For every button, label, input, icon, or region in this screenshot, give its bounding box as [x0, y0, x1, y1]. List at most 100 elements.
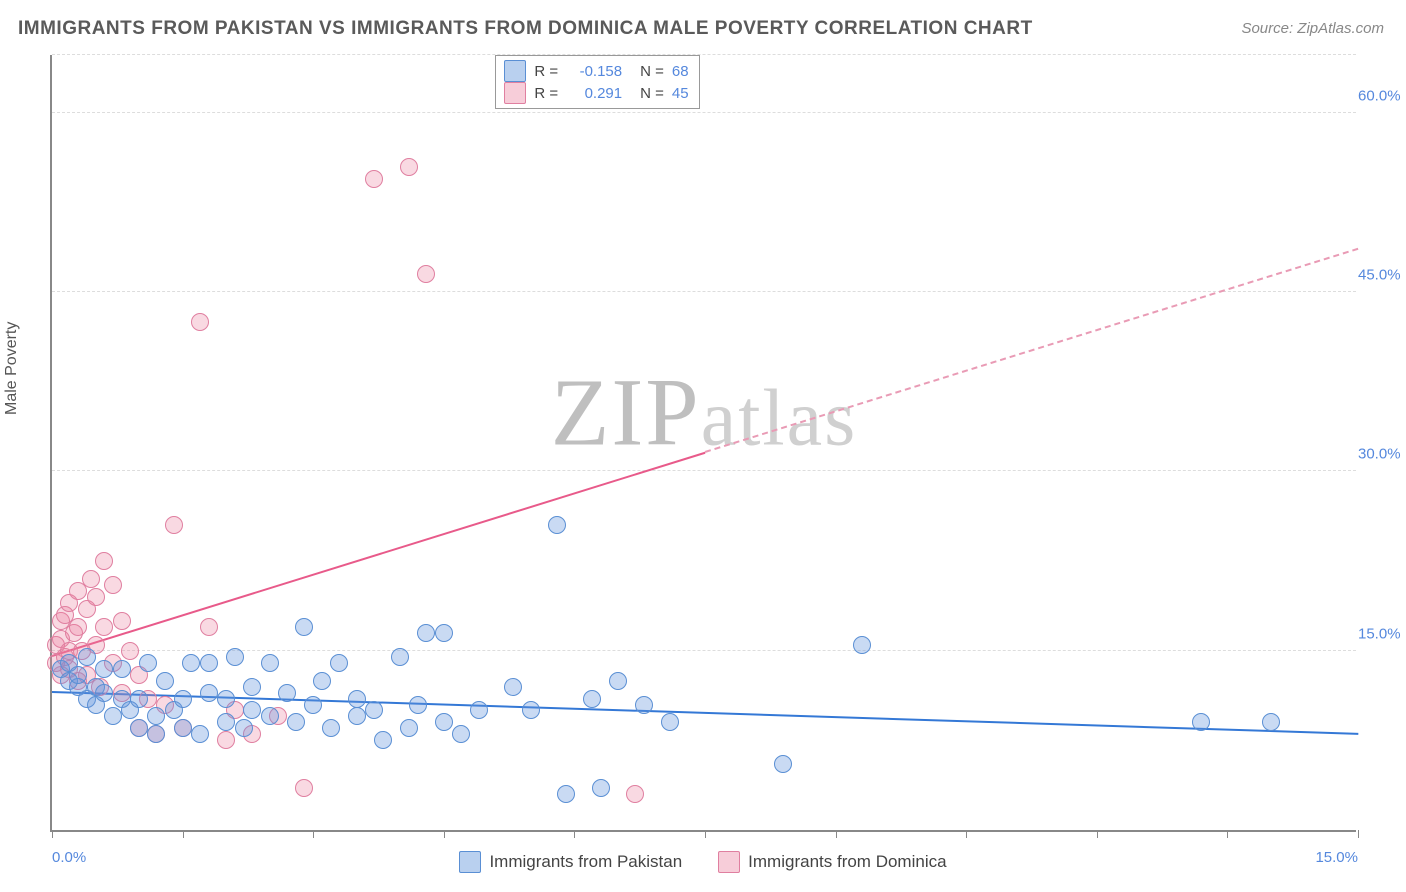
data-point: [156, 672, 174, 690]
correlation-legend: R =-0.158N =68R =0.291N =45: [495, 55, 699, 109]
data-point: [417, 624, 435, 642]
data-point: [409, 696, 427, 714]
y-tick-label: 30.0%: [1358, 446, 1406, 463]
data-point: [104, 576, 122, 594]
data-point: [365, 701, 383, 719]
data-point: [261, 707, 279, 725]
data-point: [226, 648, 244, 666]
series-legend: Immigrants from Pakistan Immigrants from …: [0, 851, 1406, 878]
data-point: [391, 648, 409, 666]
data-point: [365, 170, 383, 188]
data-point: [400, 158, 418, 176]
y-tick-label: 45.0%: [1358, 267, 1406, 284]
gridline: [52, 112, 1356, 113]
data-point: [1192, 713, 1210, 731]
x-tick: [836, 830, 837, 838]
y-axis-label: Male Poverty: [3, 322, 21, 415]
legend-row: R =-0.158N =68: [504, 60, 688, 82]
data-point: [104, 707, 122, 725]
data-point: [95, 660, 113, 678]
source-attribution: Source: ZipAtlas.com: [1241, 20, 1384, 37]
data-point: [174, 690, 192, 708]
data-point: [295, 779, 313, 797]
legend-n-value: 45: [672, 85, 689, 102]
x-tick: [1227, 830, 1228, 838]
x-tick: [52, 830, 53, 838]
data-point: [78, 648, 96, 666]
data-point: [87, 588, 105, 606]
data-point: [661, 713, 679, 731]
data-point: [82, 570, 100, 588]
data-point: [95, 684, 113, 702]
data-point: [417, 265, 435, 283]
series-legend-item: Immigrants from Pakistan: [459, 851, 682, 873]
data-point: [95, 552, 113, 570]
data-point: [313, 672, 331, 690]
data-point: [200, 618, 218, 636]
data-point: [147, 707, 165, 725]
legend-r-value: -0.158: [566, 63, 622, 80]
x-tick: [1097, 830, 1098, 838]
data-point: [217, 713, 235, 731]
chart-title: IMMIGRANTS FROM PAKISTAN VS IMMIGRANTS F…: [18, 18, 1033, 40]
x-tick: [966, 830, 967, 838]
y-tick-label: 60.0%: [1358, 87, 1406, 104]
legend-swatch: [504, 60, 526, 82]
legend-swatch: [504, 82, 526, 104]
x-tick: [313, 830, 314, 838]
gridline: [52, 650, 1356, 651]
data-point: [182, 654, 200, 672]
data-point: [113, 660, 131, 678]
data-point: [295, 618, 313, 636]
data-point: [348, 690, 366, 708]
x-tick: [1358, 830, 1359, 838]
y-tick-label: 15.0%: [1358, 625, 1406, 642]
data-point: [322, 719, 340, 737]
trendline-s2: [52, 452, 706, 657]
data-point: [522, 701, 540, 719]
data-point: [435, 624, 453, 642]
data-point: [330, 654, 348, 672]
legend-r-value: 0.291: [566, 85, 622, 102]
data-point: [400, 719, 418, 737]
data-point: [548, 516, 566, 534]
legend-r-label: R =: [534, 63, 558, 80]
data-point: [304, 696, 322, 714]
series-legend-item: Immigrants from Dominica: [718, 851, 946, 873]
data-point: [235, 719, 253, 737]
data-point: [191, 313, 209, 331]
data-point: [1262, 713, 1280, 731]
x-tick: [444, 830, 445, 838]
data-point: [635, 696, 653, 714]
data-point: [374, 731, 392, 749]
data-point: [557, 785, 575, 803]
x-tick: [183, 830, 184, 838]
data-point: [130, 690, 148, 708]
data-point: [69, 618, 87, 636]
data-point: [217, 731, 235, 749]
data-point: [287, 713, 305, 731]
data-point: [774, 755, 792, 773]
legend-n-label: N =: [640, 85, 664, 102]
data-point: [470, 701, 488, 719]
data-point: [147, 725, 165, 743]
data-point: [69, 666, 87, 684]
legend-swatch: [459, 851, 481, 873]
data-point: [452, 725, 470, 743]
data-point: [95, 618, 113, 636]
gridline: [52, 291, 1356, 292]
data-point: [609, 672, 627, 690]
data-point: [121, 642, 139, 660]
gridline: [52, 54, 1356, 55]
gridline: [52, 470, 1356, 471]
x-tick: [705, 830, 706, 838]
data-point: [348, 707, 366, 725]
data-point: [191, 725, 209, 743]
legend-r-label: R =: [534, 85, 558, 102]
legend-n-value: 68: [672, 63, 689, 80]
trendline-s2: [705, 248, 1359, 453]
legend-swatch: [718, 851, 740, 873]
data-point: [174, 719, 192, 737]
data-point: [130, 719, 148, 737]
data-point: [435, 713, 453, 731]
